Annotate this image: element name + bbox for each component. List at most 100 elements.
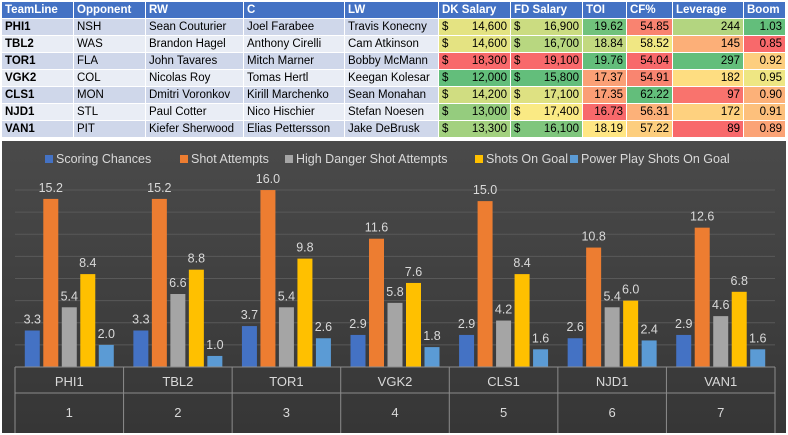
bar-shot-attempts	[151, 198, 167, 367]
bar-scoring-chances	[241, 326, 257, 367]
cell-boom: 0.90	[743, 86, 786, 104]
data-label: 5.4	[278, 289, 295, 303]
data-label: 4.6	[712, 298, 729, 312]
bar-shots-on-goal	[80, 274, 96, 367]
data-label: 6.8	[731, 274, 748, 288]
cell-c: Elias Pettersson	[243, 120, 345, 138]
data-label: 5.4	[61, 289, 78, 303]
cell-toi: 16.73	[582, 103, 627, 121]
bar-scoring-chances	[133, 330, 149, 367]
salary-value: 15,800	[543, 72, 579, 84]
salary-value: 17,100	[543, 89, 579, 101]
category-index-label: 2	[174, 405, 181, 420]
bar-shots-on-goal	[731, 291, 747, 367]
cell-teamline: VAN1	[1, 120, 74, 138]
legend-label: Power Play Shots On Goal	[581, 152, 730, 166]
legend-swatch	[475, 155, 483, 163]
cell-dk: $14,600	[438, 35, 511, 53]
cell-lw: Bobby McMann	[344, 52, 439, 70]
cell-toi: 19.76	[582, 52, 627, 70]
data-label: 9.8	[296, 241, 313, 255]
cell-toi: 18.84	[582, 35, 627, 53]
data-label: 3.7	[241, 308, 258, 322]
cell-teamline: VGK2	[1, 69, 74, 87]
bar-shots-on-goal	[514, 274, 530, 367]
cell-c: Kirill Marchenko	[243, 86, 345, 104]
data-label: 6.0	[622, 283, 639, 297]
legend-swatch	[285, 155, 293, 163]
cell-dk: $13,300	[438, 120, 511, 138]
cell-toi: 19.62	[582, 18, 627, 36]
cell-opponent: PIT	[73, 120, 146, 138]
cell-rw: Paul Cotter	[145, 103, 244, 121]
cell-rw: Sean Couturier	[145, 18, 244, 36]
cell-cf: 54.04	[626, 52, 673, 70]
category-label: NJD1	[596, 374, 629, 389]
bar-power-play-shots-on-goal	[207, 355, 223, 367]
data-label: 8.8	[188, 252, 205, 266]
salary-value: 14,200	[471, 89, 507, 101]
bar-high-danger-shot-attempts	[604, 307, 620, 367]
data-label: 16.0	[256, 172, 280, 186]
legend-swatch	[45, 155, 53, 163]
currency-symbol: $	[514, 55, 521, 67]
data-label: 6.6	[169, 276, 186, 290]
cell-cf: 58.52	[626, 35, 673, 53]
bar-shot-attempts	[477, 201, 493, 367]
table-header-row: TeamLine Opponent RW C LW DK Salary FD Salary T…	[1, 1, 786, 19]
cell-rw: Nicolas Roy	[145, 69, 244, 87]
column-header-lw: LW	[344, 1, 439, 19]
data-label: 1.8	[423, 329, 440, 343]
column-header-leverage: Leverage	[672, 1, 744, 19]
cell-boom: 0.91	[743, 103, 786, 121]
bar-power-play-shots-on-goal	[533, 349, 549, 367]
bar-scoring-chances	[350, 334, 366, 367]
category-label: TBL2	[162, 374, 193, 389]
bar-shot-attempts	[369, 238, 384, 367]
cell-boom: 0.92	[743, 52, 786, 70]
cell-c: Nico Hischier	[243, 103, 345, 121]
bar-shots-on-goal	[623, 300, 639, 367]
bar-scoring-chances	[567, 338, 583, 367]
data-label: 8.4	[79, 256, 96, 270]
bar-shots-on-goal	[406, 282, 421, 367]
bar-power-play-shots-on-goal	[98, 344, 114, 367]
data-label: 1.6	[532, 331, 549, 345]
legend-swatch	[570, 155, 578, 163]
category-index-label: 3	[283, 405, 290, 420]
currency-symbol: $	[442, 55, 449, 67]
data-label: 2.9	[349, 317, 366, 331]
cell-rw: Kiefer Sherwood	[145, 120, 244, 138]
bar-scoring-chances	[459, 334, 475, 367]
cell-dk: $18,300	[438, 52, 511, 70]
bar-shots-on-goal	[297, 258, 313, 367]
bar-high-danger-shot-attempts	[387, 302, 403, 367]
legend-label: Shot Attempts	[191, 152, 269, 166]
data-label: 2.9	[458, 317, 475, 331]
currency-symbol: $	[442, 106, 449, 118]
currency-symbol: $	[514, 106, 521, 118]
legend-label: High Danger Shot Attempts	[296, 152, 447, 166]
data-label: 7.6	[405, 265, 422, 279]
cell-fd: $19,100	[510, 52, 583, 70]
data-label: 4.2	[495, 303, 512, 317]
column-header-fd-salary: FD Salary	[510, 1, 583, 19]
bar-scoring-chances	[24, 330, 40, 367]
cell-teamline: TBL2	[1, 35, 74, 53]
column-header-rw: RW	[145, 1, 244, 19]
category-label: TOR1	[269, 374, 303, 389]
category-index-label: 4	[391, 405, 398, 420]
bar-power-play-shots-on-goal	[750, 349, 766, 367]
data-label: 11.6	[365, 221, 388, 235]
bar-shot-attempts	[694, 227, 710, 367]
data-label: 15.0	[473, 183, 497, 197]
cell-boom: 1.03	[743, 18, 786, 36]
currency-symbol: $	[514, 89, 521, 101]
category-index-label: 6	[609, 405, 616, 420]
cell-toi: 17.35	[582, 86, 627, 104]
salary-value: 18,300	[471, 55, 507, 67]
bar-high-danger-shot-attempts	[170, 294, 186, 367]
salary-value: 12,000	[471, 72, 507, 84]
cell-c: Mitch Marner	[243, 52, 345, 70]
column-header-c: C	[243, 1, 345, 19]
